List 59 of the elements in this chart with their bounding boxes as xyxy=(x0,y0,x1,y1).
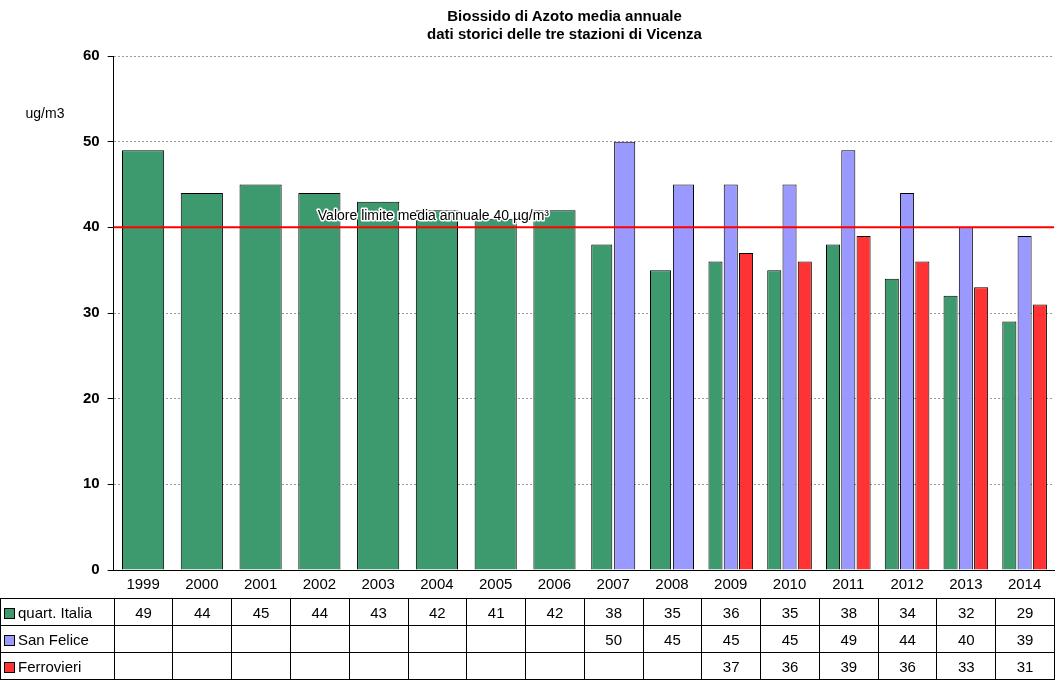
x-tick-label: 2011 xyxy=(832,575,865,593)
data-label: 35 xyxy=(643,598,702,626)
data-label: 45 xyxy=(643,625,702,653)
data-label: 43 xyxy=(349,598,408,626)
x-tick-label: 2012 xyxy=(890,575,924,593)
x-tick-label: 2008 xyxy=(655,575,689,593)
chart-subtitle: dati storici delle tre stazioni di Vicenza xyxy=(427,25,703,43)
data-label: 37 xyxy=(701,652,761,680)
x-tick-label: 2007 xyxy=(596,575,630,593)
legend-label: Ferrovieri xyxy=(0,652,115,680)
data-label: 45 xyxy=(701,625,761,653)
data-label: 41 xyxy=(466,598,526,626)
data-label: 34 xyxy=(878,598,937,626)
y-tick-label: 30 xyxy=(83,303,100,321)
x-tick-label: 2005 xyxy=(479,575,513,593)
data-label: 44 xyxy=(172,598,232,626)
x-tick-label: 2000 xyxy=(185,575,219,593)
x-tick-label: 2014 xyxy=(1007,575,1042,593)
y-tick-label: 40 xyxy=(83,217,100,235)
data-label: 32 xyxy=(936,598,996,626)
data-label: 44 xyxy=(878,625,937,653)
data-label: 36 xyxy=(701,598,761,626)
x-tick-label: 2009 xyxy=(714,575,748,593)
x-tick-label: 2001 xyxy=(243,575,278,593)
data-label: 49 xyxy=(114,598,173,626)
data-label: 45 xyxy=(231,598,291,626)
data-label: 38 xyxy=(584,598,644,626)
data-label: 35 xyxy=(760,598,820,626)
x-tick-label: 2002 xyxy=(302,575,337,593)
legend-label: San Felice xyxy=(0,625,115,653)
data-label: 39 xyxy=(995,625,1055,653)
data-label: 45 xyxy=(760,625,820,653)
data-label: 36 xyxy=(760,652,820,680)
data-label: 39 xyxy=(819,652,879,680)
x-tick-label: 2010 xyxy=(772,575,807,593)
y-tick-label: 10 xyxy=(83,474,100,492)
data-label: 42 xyxy=(525,598,585,626)
x-tick-label: 2006 xyxy=(537,575,572,593)
data-label: 49 xyxy=(819,625,879,653)
y-axis-title: ug/m3 xyxy=(25,104,65,121)
data-label: 33 xyxy=(936,652,996,680)
y-tick-label: 20 xyxy=(83,388,100,406)
legend-label: quart. Italia xyxy=(0,598,115,626)
data-label: 40 xyxy=(936,625,996,653)
y-tick-label: 50 xyxy=(83,131,100,149)
x-tick-label: 2013 xyxy=(949,575,983,593)
y-tick-label: 60 xyxy=(83,46,100,64)
x-tick-label: 2004 xyxy=(420,575,454,593)
data-label: 42 xyxy=(408,598,467,626)
y-tick-label: 0 xyxy=(91,560,100,578)
data-label: 44 xyxy=(290,598,350,626)
data-label: 31 xyxy=(995,652,1055,680)
chart-title: Biossido di Azoto media annuale xyxy=(447,7,682,25)
x-tick-label: 2003 xyxy=(361,575,395,593)
data-label: 29 xyxy=(995,598,1055,626)
data-label: 38 xyxy=(819,598,879,626)
x-tick-label: 1999 xyxy=(126,575,160,593)
data-label: 50 xyxy=(584,625,644,653)
data-label: 36 xyxy=(878,652,937,680)
